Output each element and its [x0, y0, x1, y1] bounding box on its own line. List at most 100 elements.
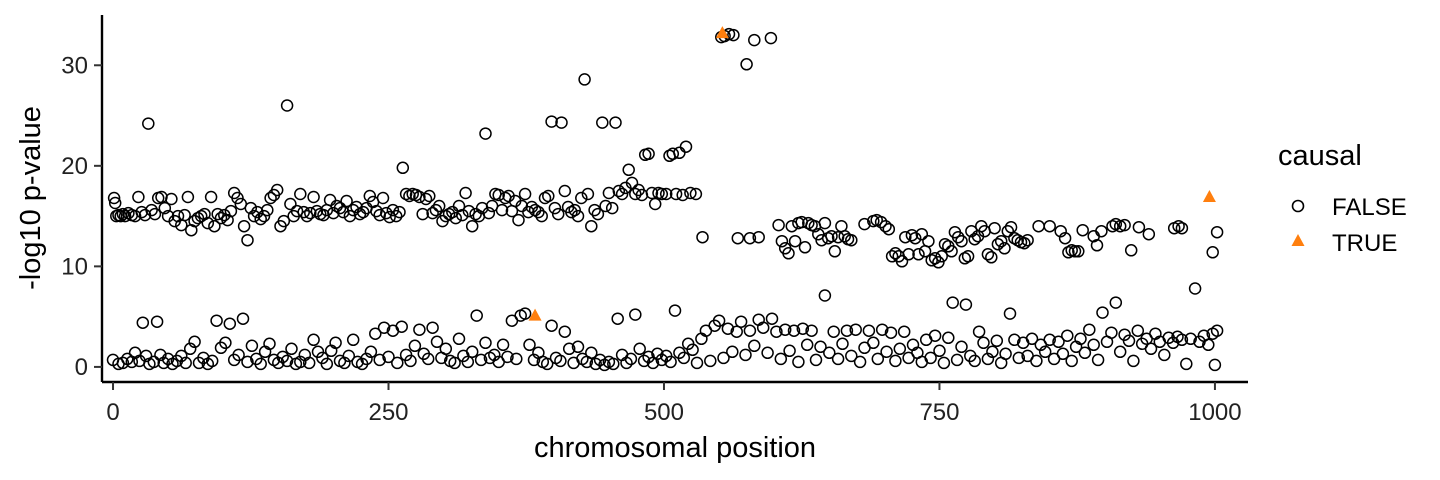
- data-point-false: [1091, 353, 1105, 367]
- data-point-false: [244, 201, 258, 215]
- data-point-false: [302, 356, 316, 370]
- data-point-false: [178, 208, 191, 222]
- data-point-false: [836, 337, 849, 351]
- data-point-false: [991, 237, 1005, 251]
- data-point-false: [1095, 224, 1108, 238]
- data-point-false: [867, 336, 880, 350]
- data-point-true: [715, 26, 729, 39]
- x-tick-label: 0: [106, 399, 119, 426]
- data-point-false: [575, 191, 588, 205]
- data-point-false: [360, 352, 373, 366]
- data-point-false: [588, 203, 601, 217]
- data-point-false: [382, 350, 395, 364]
- x-ticks: 0 250 500 750 1000: [106, 382, 1242, 426]
- data-point-false: [622, 163, 635, 177]
- data-point-false: [727, 28, 740, 42]
- data-point-false: [1124, 244, 1138, 257]
- data-point-false: [853, 355, 867, 369]
- data-point-false: [459, 186, 472, 200]
- x-tick-label: 500: [644, 399, 684, 426]
- data-point-false: [602, 186, 616, 200]
- data-point-false: [280, 99, 294, 112]
- data-point-false: [1083, 323, 1096, 336]
- data-point-false: [882, 222, 896, 236]
- data-point-false: [624, 352, 638, 366]
- data-point-false: [915, 227, 929, 241]
- data-point-false: [391, 356, 404, 370]
- legend-label-false: FALSE: [1332, 194, 1407, 221]
- data-point-false: [263, 337, 276, 351]
- data-point-false: [858, 217, 871, 231]
- data-point-false: [1096, 306, 1109, 319]
- x-tick-label: 250: [368, 399, 408, 426]
- data-point-false: [373, 353, 386, 367]
- data-point-false: [479, 127, 492, 140]
- data-point-false: [224, 204, 238, 218]
- data-point-false: [985, 251, 998, 264]
- data-point-false: [492, 188, 505, 202]
- data-point-false: [1003, 307, 1017, 320]
- data-point-false: [231, 191, 244, 205]
- data-point-false: [245, 339, 259, 353]
- data-point-false: [796, 322, 810, 335]
- data-point-false: [501, 350, 514, 364]
- data-point-false: [655, 353, 669, 367]
- data-point-false: [108, 196, 122, 210]
- data-point-false: [994, 234, 1008, 248]
- data-point-false: [276, 350, 289, 364]
- data-point-false: [814, 340, 827, 354]
- data-point-false: [479, 336, 492, 350]
- data-point-false: [818, 289, 832, 302]
- data-point-false: [945, 245, 958, 258]
- data-point-false: [721, 322, 735, 335]
- data-point-false: [998, 242, 1011, 255]
- data-point-false: [679, 140, 693, 153]
- data-point-false: [448, 356, 461, 370]
- data-point-false: [148, 207, 162, 221]
- data-point-false: [419, 192, 433, 206]
- data-point-false: [338, 356, 351, 370]
- data-point-false: [764, 31, 778, 45]
- data-point-false: [668, 304, 682, 317]
- legend-key-true: [1291, 234, 1305, 246]
- data-point-false: [1188, 282, 1202, 295]
- data-point-false: [689, 187, 703, 201]
- data-point-false: [743, 324, 757, 337]
- y-tick-label: 30: [61, 52, 88, 79]
- data-point-false: [928, 252, 942, 265]
- data-point-false: [880, 345, 893, 359]
- data-point-false: [1072, 245, 1085, 258]
- data-point-false: [1184, 332, 1197, 346]
- data-point-false: [132, 190, 145, 204]
- data-point-false: [294, 355, 307, 369]
- data-point-false: [179, 356, 192, 370]
- data-point-false: [1118, 218, 1131, 232]
- data-point-false: [201, 216, 215, 230]
- data-point-false: [1056, 347, 1070, 361]
- data-point-false: [972, 325, 986, 338]
- data-point-false: [676, 188, 689, 202]
- data-point-false: [396, 161, 410, 175]
- data-point-false: [690, 356, 704, 370]
- data-point-false: [518, 187, 532, 201]
- data-point-false: [1061, 329, 1074, 342]
- y-ticks: 0 10 20 30: [61, 52, 102, 381]
- data-point-false: [612, 184, 626, 198]
- data-point-false: [1001, 224, 1015, 238]
- data-point-false: [951, 230, 965, 244]
- data-point-false: [770, 325, 783, 338]
- data-point-false: [1038, 345, 1052, 359]
- data-point-false: [439, 342, 453, 356]
- data-point-false: [1058, 231, 1072, 245]
- data-point-false: [765, 312, 779, 325]
- data-point-false: [977, 336, 990, 350]
- data-point-false: [783, 344, 796, 358]
- x-axis-title: chromosomal position: [534, 432, 816, 464]
- data-point-false: [452, 332, 466, 346]
- data-point-false: [181, 190, 195, 204]
- data-point-false: [912, 248, 925, 261]
- data-point-false: [1202, 338, 1215, 352]
- data-point-false: [136, 316, 150, 329]
- data-point-false: [237, 219, 251, 233]
- y-tick-label: 10: [61, 253, 88, 280]
